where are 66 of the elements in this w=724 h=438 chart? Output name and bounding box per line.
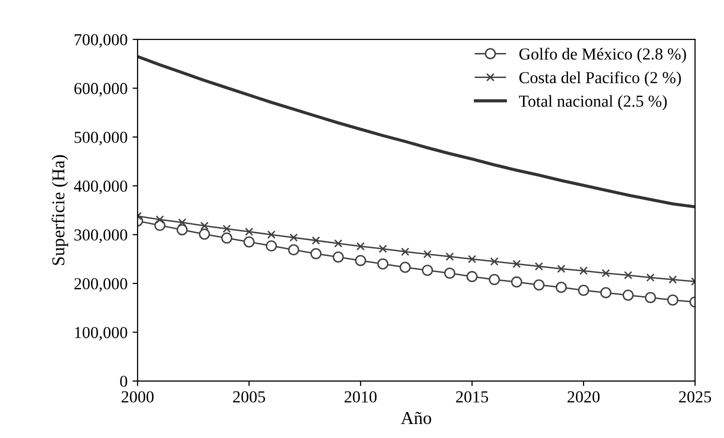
point [600, 287, 612, 298]
y-tick-label: 200,000 [74, 278, 128, 292]
point [378, 244, 388, 253]
x-tick-label: 2020 [568, 391, 600, 403]
y-tick-label: 500,000 [74, 132, 128, 146]
point [267, 230, 276, 239]
point [534, 262, 544, 271]
point [624, 270, 632, 280]
point [400, 262, 411, 273]
y-tick-label: 0 [120, 376, 128, 388]
x-tick-label: 2005 [233, 391, 266, 403]
point [578, 284, 590, 296]
point [423, 250, 432, 258]
point [377, 258, 388, 270]
y-tick-label: 100,000 [75, 326, 128, 341]
x-tick-label: 2015 [456, 391, 488, 403]
x-tick-label: 2010 [344, 391, 377, 403]
point [557, 264, 566, 273]
point [198, 228, 210, 240]
point [178, 218, 186, 227]
point [556, 282, 567, 293]
point [446, 252, 454, 261]
x-tick-label: 2000 [122, 391, 154, 403]
point [288, 244, 300, 256]
point [466, 271, 478, 282]
point [176, 224, 188, 236]
point [667, 294, 678, 306]
legend-label: Total nacional (2.5 %) [519, 95, 667, 110]
point [511, 276, 522, 288]
point [312, 236, 320, 245]
point [488, 274, 500, 286]
point [222, 224, 231, 233]
point [334, 239, 342, 248]
point [354, 254, 366, 266]
legend-label: Golfo de México (2.8 %) [519, 48, 686, 64]
x-axis-title: Año [400, 412, 432, 424]
y-tick-label: 300,000 [74, 229, 128, 243]
point [221, 232, 232, 244]
point [422, 264, 434, 276]
y-tick-label: 700,000 [74, 34, 128, 48]
point [533, 279, 544, 290]
point [244, 236, 255, 248]
point [266, 240, 277, 252]
point [310, 248, 322, 260]
y-axis-title: Superficie (Ha) [52, 155, 68, 265]
y-tick-label: 600,000 [74, 82, 128, 97]
x-tick-label: 2025 [679, 391, 712, 403]
point [468, 254, 476, 264]
point [622, 290, 634, 301]
point [156, 215, 164, 224]
point [512, 260, 521, 268]
point [332, 252, 344, 263]
y-tick-label: 400,000 [74, 180, 128, 194]
point [579, 266, 588, 275]
point [490, 257, 499, 266]
point [400, 248, 410, 256]
point [356, 242, 365, 251]
legend-label: Costa del Pacifico (2 %) [519, 71, 681, 87]
point [244, 228, 254, 236]
point [289, 233, 298, 242]
point [444, 268, 456, 279]
point [200, 222, 209, 230]
point [644, 292, 656, 304]
point [668, 275, 677, 284]
point [646, 273, 655, 282]
point [602, 269, 610, 278]
